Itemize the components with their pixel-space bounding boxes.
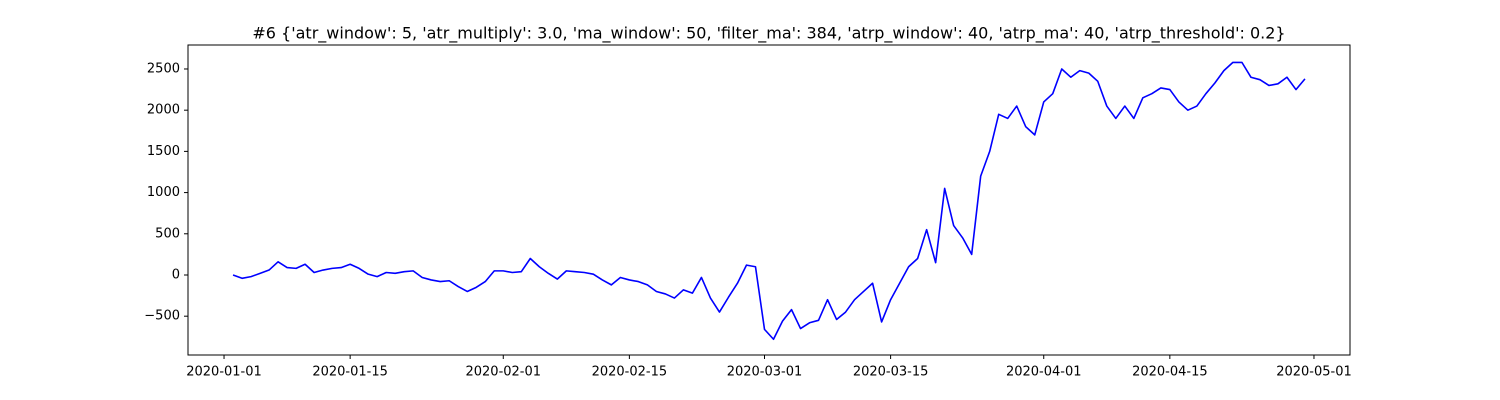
data-line bbox=[232, 61, 1306, 341]
chart-title: #6 {'atr_window': 5, 'atr_multiply': 3.0… bbox=[252, 24, 1285, 44]
y-tick-label: −500 bbox=[144, 309, 180, 324]
x-tick-label: 2020-02-15 bbox=[592, 365, 668, 380]
y-tick-label: 0 bbox=[172, 267, 180, 282]
x-tick-label: 2020-02-01 bbox=[465, 365, 541, 380]
y-tick-label: 2000 bbox=[147, 103, 180, 118]
y-tick-label: 500 bbox=[155, 226, 180, 241]
x-tick-label: 2020-03-01 bbox=[727, 365, 803, 380]
y-tick-label: 2500 bbox=[147, 61, 180, 76]
plot-frame bbox=[187, 44, 1351, 356]
y-tick-label: 1000 bbox=[147, 185, 180, 200]
x-tick-label: 2020-01-01 bbox=[186, 365, 262, 380]
x-tick-label: 2020-03-15 bbox=[853, 365, 929, 380]
x-tick-label: 2020-05-01 bbox=[1276, 365, 1352, 380]
x-tick-label: 2020-01-15 bbox=[312, 365, 388, 380]
x-tick-label: 2020-04-01 bbox=[1006, 365, 1082, 380]
y-tick-label: 1500 bbox=[147, 144, 180, 159]
x-tick-label: 2020-04-15 bbox=[1132, 365, 1208, 380]
